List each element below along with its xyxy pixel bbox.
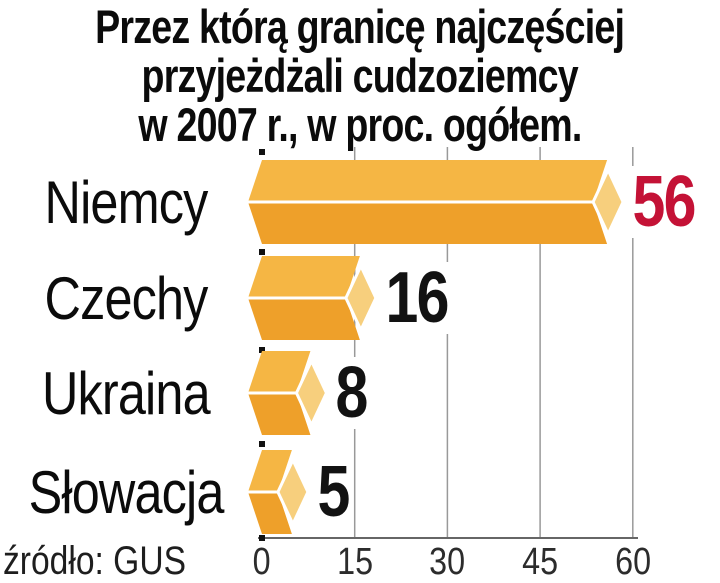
chart-title-line-2: przyjeżdżali cudzoziemcy xyxy=(0,51,720,100)
origin-tick xyxy=(259,149,265,155)
source-label: źródło: GUS xyxy=(3,541,221,581)
bar-front-face xyxy=(248,202,608,244)
bar-front-face xyxy=(248,492,292,534)
bar-end-cap xyxy=(294,357,329,429)
chart-title-line-3: w 2007 r., w proc. ogółem. xyxy=(0,100,720,149)
chart-title-line-1: Przez którą granicę najczęściej xyxy=(0,2,720,51)
origin-tick xyxy=(259,249,265,255)
x-axis-tick-label: 0 xyxy=(217,543,307,581)
bar-front-face xyxy=(248,298,360,340)
x-axis-tick-label: 60 xyxy=(588,543,678,581)
category-label-text: Słowacja xyxy=(28,458,225,526)
category-label-text: Ukraina xyxy=(42,359,211,427)
x-axis-tick-label: 15 xyxy=(310,543,400,581)
x-axis-tick-text: 30 xyxy=(429,541,466,583)
category-label-text: Niemcy xyxy=(44,168,209,236)
bar-end-cap xyxy=(276,456,310,528)
category-label-text: Czechy xyxy=(44,264,208,332)
origin-tick xyxy=(259,535,265,541)
source-text: źródło: GUS xyxy=(3,539,187,583)
value-label: 56 xyxy=(630,158,712,246)
x-axis-tick-label: 45 xyxy=(495,543,585,581)
chart-title: Przez którą granicę najczęściej przyjeżd… xyxy=(0,2,720,149)
origin-tick xyxy=(259,441,265,447)
value-label-text: 16 xyxy=(382,262,451,334)
x-axis-tick-text: 0 xyxy=(253,541,271,583)
value-label-text: 8 xyxy=(333,357,370,429)
bar-end-cap xyxy=(591,166,625,238)
value-label-text: 5 xyxy=(314,456,352,528)
origin-tick xyxy=(259,347,265,353)
bar-top-face xyxy=(248,450,292,492)
category-label: Niemcy xyxy=(0,158,252,246)
value-label: 8 xyxy=(333,349,377,437)
category-label: Ukraina xyxy=(0,349,252,437)
x-axis-tick-label: 30 xyxy=(402,543,492,581)
value-label: 16 xyxy=(382,254,465,342)
x-axis-tick-text: 45 xyxy=(522,541,559,583)
x-axis-tick-text: 15 xyxy=(336,541,373,583)
bar-end-cap xyxy=(344,262,378,334)
bar-top-face xyxy=(248,256,360,298)
bar-top-face xyxy=(248,160,608,202)
value-label-text: 56 xyxy=(630,166,698,238)
bar-front-face xyxy=(248,393,311,435)
bar-top-face xyxy=(248,351,311,393)
value-label: 5 xyxy=(314,448,359,536)
x-axis-tick-text: 60 xyxy=(614,541,651,583)
category-label: Czechy xyxy=(0,254,252,342)
chart-title-text: przyjeżdżali cudzoziemcy xyxy=(141,49,579,102)
category-label: Słowacja xyxy=(0,448,252,536)
chart-title-text: Przez którą granicę najczęściej xyxy=(95,0,625,53)
chart-title-text: w 2007 r., w proc. ogółem. xyxy=(138,98,582,151)
